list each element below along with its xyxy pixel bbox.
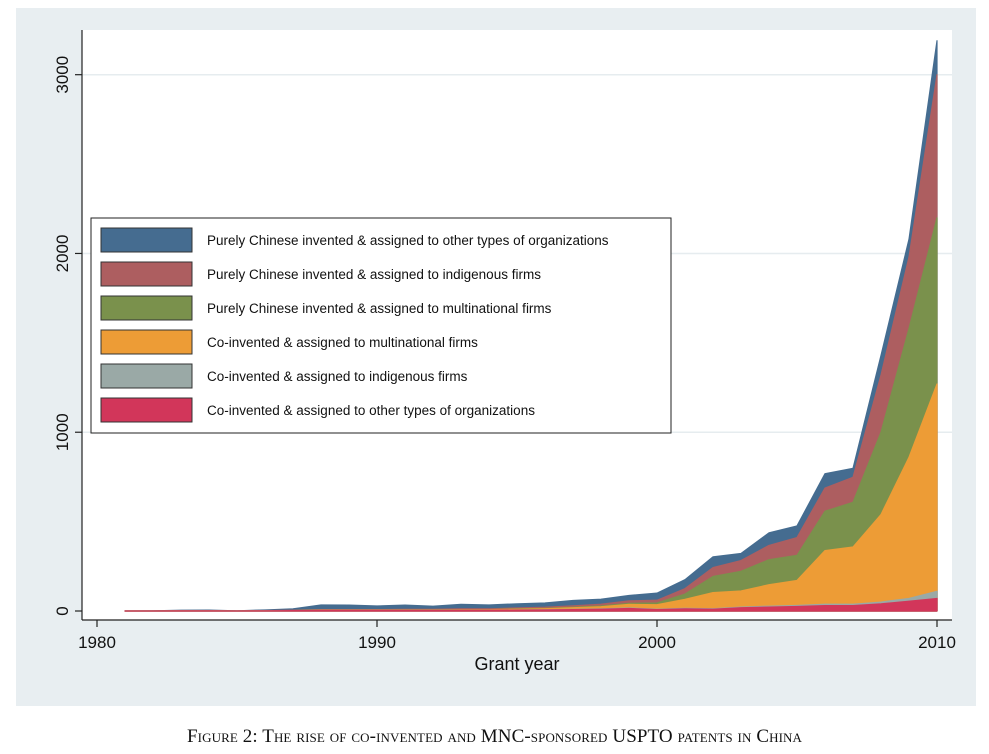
y-tick-label: 2000 [53,235,72,273]
y-tick-label: 1000 [53,413,72,451]
x-axis-title: Grant year [474,654,559,674]
legend-label: Co-invented & assigned to multinational … [207,335,478,350]
legend-swatch [100,295,193,321]
x-tick-label: 2000 [638,633,676,652]
y-tick-label: 3000 [53,56,72,94]
legend-swatch [100,329,193,355]
y-tick-label: 0 [53,606,72,615]
legend-label: Purely Chinese invented & assigned to ot… [207,233,609,248]
figure-panel: 1980 1990 2000 2010 0 1000 2000 3000 Grant year… [16,8,976,706]
legend-label: Co-invented & assigned to indigenous fir… [207,369,468,384]
area-series-group [124,40,938,612]
legend-label: Purely Chinese invented & assigned to in… [207,267,541,282]
legend-box [90,217,672,434]
legend-label: Co-invented & assigned to other types of… [207,403,535,418]
x-tick-label: 2010 [918,633,956,652]
axis-ticks: 1980 1990 2000 2010 0 1000 2000 3000 [53,56,956,652]
legend-swatch [100,397,193,423]
axes [81,30,952,621]
x-tick-label: 1980 [78,633,116,652]
stacked-area-chart: 1980 1990 2000 2010 0 1000 2000 3000 Grant year… [53,30,956,674]
legend-swatch [100,363,193,389]
legend: Purely Chinese invented & assigned to ot… [90,217,672,434]
figure-caption: Figure 2: The rise of co-invented and MN… [187,726,802,747]
x-tick-label: 1990 [358,633,396,652]
legend-label: Purely Chinese invented & assigned to mu… [207,301,552,316]
legend-swatch [100,261,193,287]
legend-swatch [100,227,193,253]
area-series [124,597,938,612]
